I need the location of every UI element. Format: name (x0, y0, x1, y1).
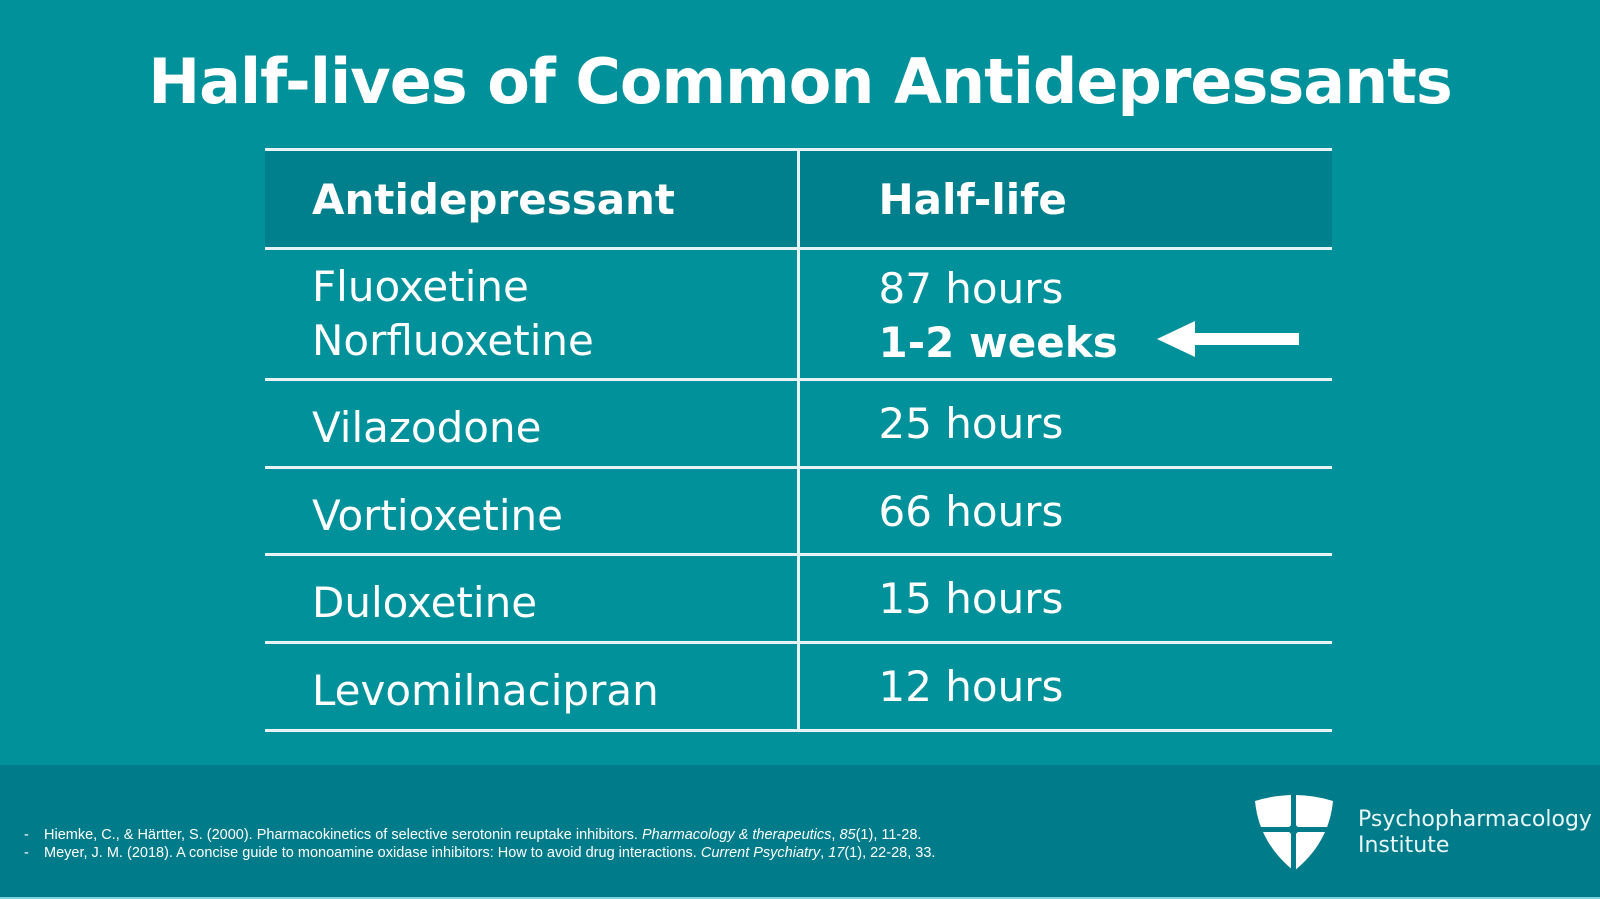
table-row: Fluoxetine Norfluoxetine 87 hours 1-2 we… (265, 248, 1333, 381)
column-header-antidepressant: Antidepressant (265, 148, 800, 250)
reference-journal: Current Psychiatry (700, 845, 821, 861)
reference-item: - Hiemke, C., & Härtter, S. (2000). Pharm… (24, 826, 935, 844)
half-life-value: 25 hours (798, 379, 1332, 469)
reference-volume: 17 (828, 845, 845, 861)
half-life-highlight-line: 1-2 weeks (879, 316, 1333, 373)
drug-name: Vilazodone (265, 379, 800, 469)
reference-text: Meyer, J. M. (2018). A concise guide to … (44, 845, 701, 861)
brand-line-2: Institute (1358, 833, 1450, 858)
reference-separator: , (820, 845, 829, 861)
table-row: Duloxetine 15 hours (265, 554, 1332, 644)
drug-name: Levomilnacipran (265, 642, 800, 732)
reference-journal: Pharmacology & therapeutics (641, 827, 832, 843)
column-header-half-life: Half-life (798, 148, 1332, 250)
drug-cell: Fluoxetine Norfluoxetine (265, 248, 800, 381)
references: - Hiemke, C., & Härtter, S. (2000). Pharm… (24, 826, 935, 862)
bottom-strip (0, 897, 1600, 899)
table-header-row: Antidepressant Half-life (265, 148, 1332, 250)
footer: - Hiemke, C., & Härtter, S. (2000). Pharm… (0, 765, 1600, 897)
reference-pages: (1), 11-28. (855, 827, 922, 843)
table-row: Vilazodone 25 hours (265, 379, 1332, 469)
half-life-value: 15 hours (798, 554, 1332, 644)
brand-line-1: Psychopharmacology (1358, 807, 1592, 832)
arrow-left-icon (1157, 318, 1300, 372)
page-title: Half-lives of Common Antidepressants (148, 45, 1453, 118)
shield-logo-icon (1253, 793, 1335, 875)
drug-name: Norfluoxetine (312, 316, 594, 365)
drug-name: Fluoxetine (312, 262, 529, 311)
half-life-value: 87 hours (878, 263, 1064, 313)
reference-volume: 85 (839, 827, 856, 843)
bullet-dash: - (24, 827, 29, 843)
table-row: Levomilnacipran 12 hours (265, 642, 1332, 732)
drug-name: Vortioxetine (265, 467, 800, 556)
table-row: Vortioxetine 66 hours (265, 467, 1332, 556)
half-life-table: Antidepressant Half-life Fluoxetine Norf… (265, 148, 1332, 732)
half-life-value-highlight: 1-2 weeks (878, 317, 1118, 367)
bullet-dash: - (24, 845, 29, 861)
reference-separator: , (831, 827, 840, 843)
half-life-cell: 87 hours 1-2 weeks (798, 248, 1333, 381)
half-life-value: 12 hours (798, 642, 1332, 732)
drug-name: Duloxetine (265, 554, 800, 644)
reference-text: Hiemke, C., & Härtter, S. (2000). Pharma… (44, 827, 642, 843)
reference-pages: (1), 22-28, 33. (844, 845, 936, 861)
half-life-value: 66 hours (798, 467, 1332, 556)
brand-name: Psychopharmacology Institute (1358, 807, 1592, 859)
reference-item: - Meyer, J. M. (2018). A concise guide to… (24, 844, 935, 862)
